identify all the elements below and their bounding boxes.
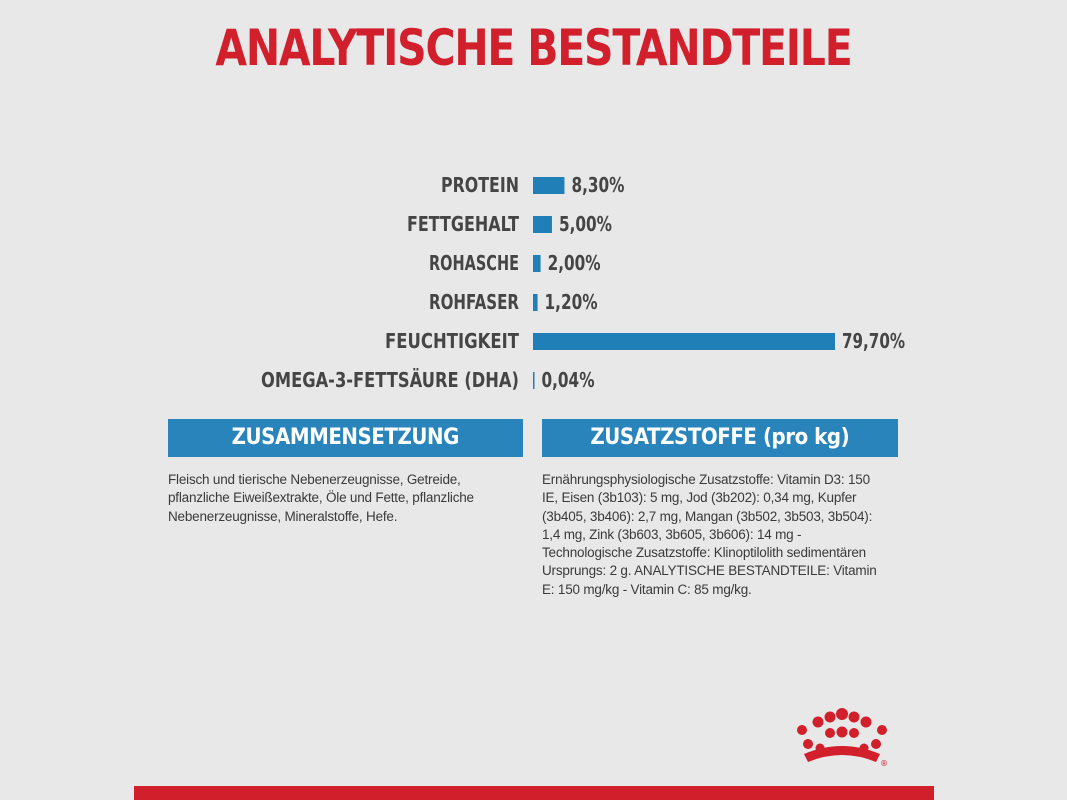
category-label: PROTEIN	[441, 173, 519, 197]
value-label: 79,70%	[842, 329, 905, 353]
additives-heading: ZUSATZSTOFFE (pro kg)	[590, 425, 850, 450]
bar	[533, 255, 541, 272]
nutrient-bar-chart: PROTEIN 8,30% FETTGEHALT 5,00% ROHASCHE 2,00%…	[261, 173, 905, 392]
category-label: FEUCHTIGKEIT	[385, 329, 519, 353]
bottom-red-band	[134, 786, 934, 800]
value-label: 0,04%	[542, 368, 595, 392]
value-label: 1,20%	[545, 290, 598, 314]
value-label: 2,00%	[548, 251, 601, 275]
composition-heading: ZUSAMMENSETZUNG	[231, 425, 460, 450]
value-label: 8,30%	[571, 173, 624, 197]
composition-text: Fleisch und tierische Nebenerzeugnisse, …	[168, 472, 474, 524]
registered-mark: ®	[880, 759, 888, 768]
bar	[533, 216, 552, 233]
value-label: 5,00%	[559, 212, 612, 236]
category-label: FETTGEHALT	[407, 212, 519, 236]
bar	[533, 177, 565, 194]
crown-logo-icon: ®	[797, 708, 888, 768]
page-title: ANALYTISCHE BESTANDTEILE	[215, 19, 852, 77]
bar	[533, 294, 538, 311]
bar	[533, 333, 835, 350]
category-label: ROHASCHE	[429, 251, 519, 275]
composition-header: ZUSAMMENSETZUNG	[168, 419, 523, 457]
additives-text: Ernährungsphysiologische Zusatzstoffe: V…	[542, 472, 877, 597]
additives-header: ZUSATZSTOFFE (pro kg)	[542, 419, 898, 457]
bar	[533, 372, 535, 389]
category-label: ROHFASER	[429, 290, 519, 314]
category-label: OMEGA-3-FETTSÄURE (DHA)	[261, 368, 519, 392]
